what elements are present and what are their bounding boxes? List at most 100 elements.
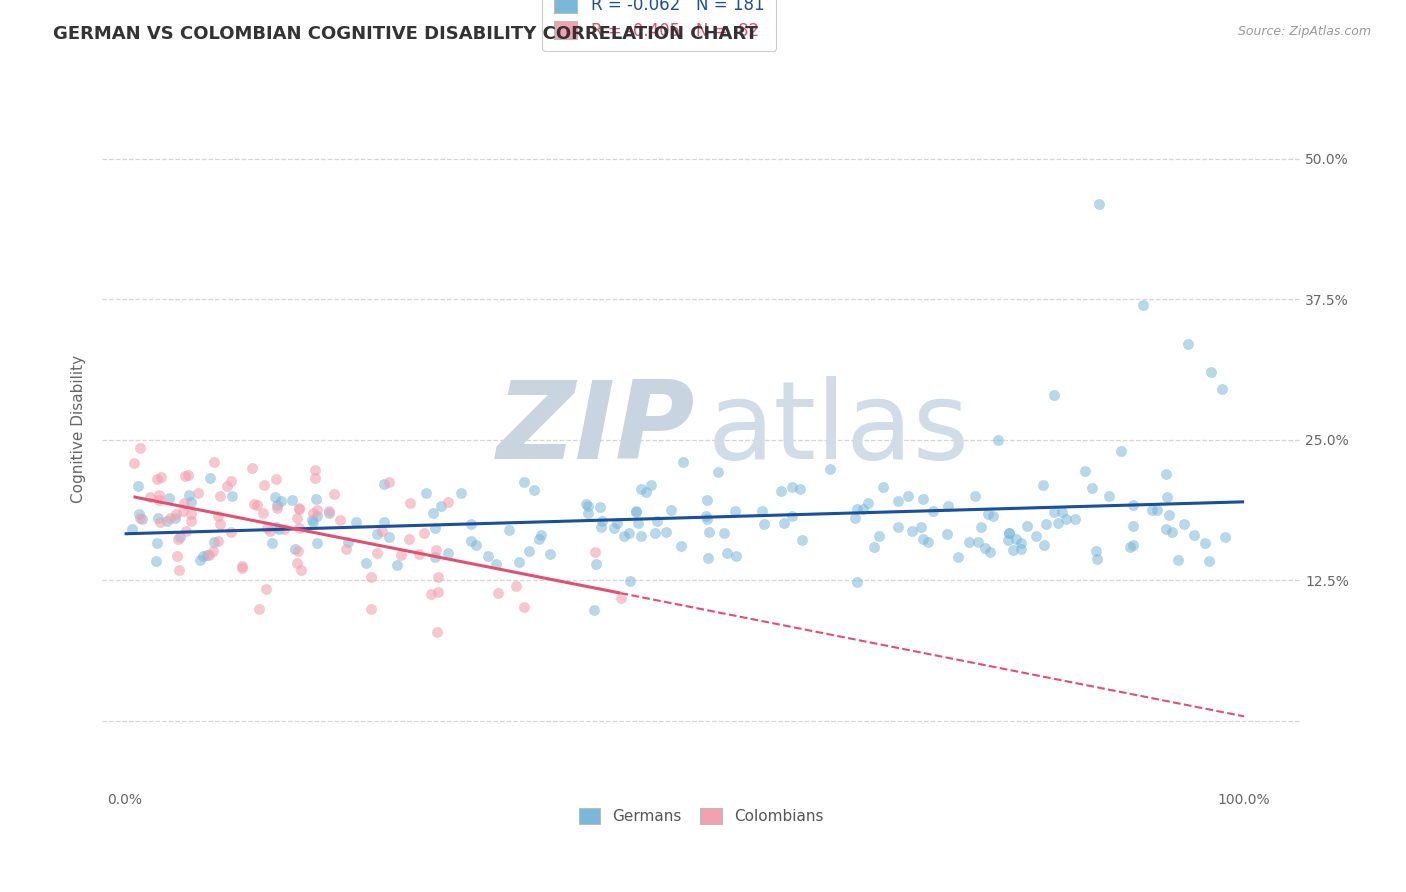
Point [1087, 196, 1109, 211]
Point [180, 495, 202, 509]
Point [273, 523, 295, 537]
Point [1154, 467, 1177, 481]
Point [1211, 382, 1233, 396]
Point [645, 514, 668, 528]
Point [1182, 527, 1205, 541]
Point [284, 541, 307, 556]
Point [460, 533, 482, 548]
Point [725, 549, 748, 563]
Point [145, 535, 167, 549]
Point [266, 500, 288, 515]
Point [695, 508, 717, 523]
Point [264, 472, 287, 486]
Point [166, 549, 188, 563]
Point [231, 558, 253, 573]
Point [191, 549, 214, 563]
Point [419, 587, 441, 601]
Point [977, 507, 1000, 521]
Point [344, 516, 367, 530]
Point [260, 536, 283, 550]
Point [329, 513, 352, 527]
Point [696, 511, 718, 525]
Point [415, 486, 437, 500]
Point [318, 507, 340, 521]
Point [131, 512, 153, 526]
Text: atlas: atlas [707, 376, 969, 482]
Point [422, 507, 444, 521]
Point [630, 482, 652, 496]
Point [1042, 388, 1064, 402]
Point [285, 511, 308, 525]
Point [254, 582, 277, 596]
Point [630, 529, 652, 543]
Point [267, 522, 290, 536]
Point [486, 585, 509, 599]
Point [412, 525, 434, 540]
Point [1199, 365, 1222, 379]
Point [538, 547, 561, 561]
Point [477, 549, 499, 563]
Point [617, 525, 640, 540]
Point [1161, 524, 1184, 539]
Point [177, 488, 200, 502]
Point [360, 570, 382, 584]
Point [716, 546, 738, 560]
Point [484, 558, 506, 572]
Point [1119, 540, 1142, 554]
Point [398, 496, 420, 510]
Point [1052, 505, 1074, 519]
Point [304, 471, 326, 485]
Point [1015, 519, 1038, 533]
Point [174, 469, 197, 483]
Point [263, 491, 285, 505]
Point [998, 525, 1021, 540]
Point [770, 483, 793, 498]
Point [307, 536, 329, 550]
Point [198, 471, 221, 485]
Point [1084, 544, 1107, 558]
Point [901, 524, 924, 539]
Point [627, 516, 650, 530]
Point [513, 475, 536, 490]
Point [1109, 444, 1132, 458]
Point [425, 543, 447, 558]
Point [169, 530, 191, 544]
Point [1213, 530, 1236, 544]
Point [517, 544, 540, 558]
Point [465, 538, 488, 552]
Point [207, 508, 229, 523]
Point [585, 558, 607, 572]
Point [173, 496, 195, 510]
Point [259, 524, 281, 538]
Point [335, 541, 357, 556]
Point [1010, 536, 1032, 550]
Point [209, 517, 232, 532]
Point [252, 506, 274, 520]
Point [792, 533, 814, 548]
Point [378, 475, 401, 489]
Point [366, 527, 388, 541]
Point [129, 511, 152, 525]
Point [1177, 337, 1199, 351]
Point [1157, 508, 1180, 523]
Point [973, 541, 995, 556]
Point [946, 550, 969, 565]
Point [145, 554, 167, 568]
Point [1173, 516, 1195, 531]
Point [1122, 519, 1144, 533]
Point [498, 523, 520, 537]
Point [844, 511, 866, 525]
Point [1074, 464, 1097, 478]
Point [782, 480, 804, 494]
Point [1122, 498, 1144, 512]
Point [1097, 489, 1119, 503]
Point [752, 517, 775, 532]
Point [912, 491, 935, 506]
Point [887, 520, 910, 534]
Point [1122, 538, 1144, 552]
Point [527, 532, 550, 546]
Point [425, 521, 447, 535]
Point [582, 603, 605, 617]
Point [606, 516, 628, 530]
Point [148, 493, 170, 508]
